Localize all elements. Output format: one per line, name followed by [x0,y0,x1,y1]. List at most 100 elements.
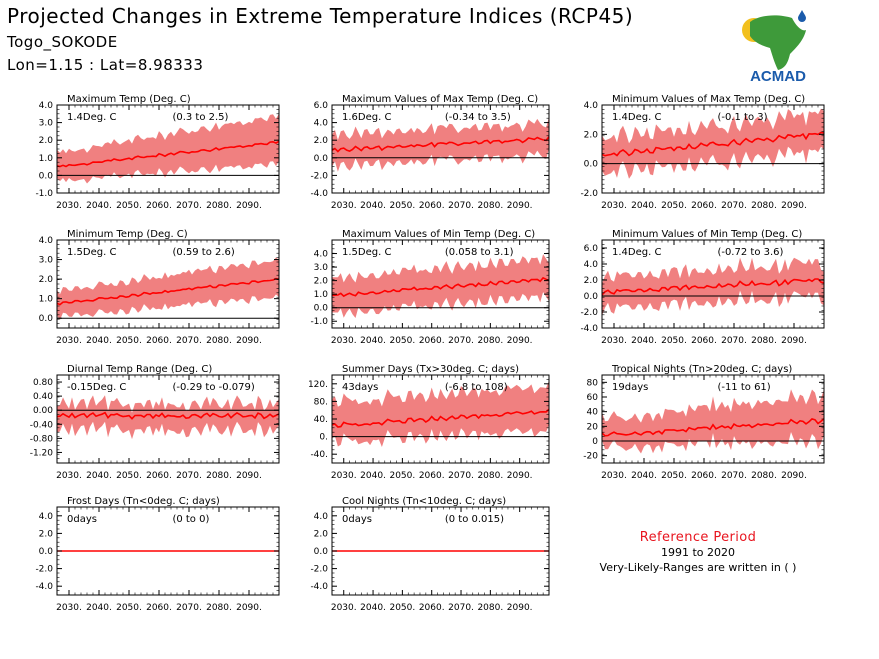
y-tick-label: 0.0 [584,292,599,302]
x-tick-label: 2090. [507,201,533,211]
likely-range-band [602,108,824,179]
y-tick-label: 60 [587,393,599,403]
y-tick-label: 2.0 [39,136,54,146]
panel-title: Maximum Temp (Deg. C) [67,94,191,105]
x-tick-label: 2090. [781,471,807,481]
chart-panel-11: -4.0 -2.0 0.0 2.0 4.0 2030. 2040. 2050. 2060. 207… [310,496,550,613]
y-tick-label: 120. [308,380,328,390]
mean-change-label: 1.5Deg. C [67,247,116,258]
x-tick-label: 2080. [751,471,777,481]
x-tick-label: 2050. [389,336,415,346]
mean-change-label: 1.5Deg. C [342,247,391,258]
reference-years: 1991 to 2020 [660,546,736,559]
x-tick-label: 2060. [691,336,717,346]
page-title: Projected Changes in Extreme Temperature… [7,4,634,28]
x-tick-label: 2060. [419,603,445,613]
panel-title: Diurnal Temp Range (Deg. C) [67,364,212,375]
range-label: (-0.34 to 3.5) [445,112,511,123]
panel-title: Minimum Values of Max Temp (Deg. C) [612,94,805,105]
y-tick-label: 0.0 [314,154,329,164]
mean-change-label: 0days [342,514,372,525]
range-label: (0 to 0.015) [445,514,504,525]
y-tick-label: 4.0 [39,512,54,522]
y-tick-label: 2.0 [584,130,599,140]
x-tick-label: 2030. [331,603,357,613]
likely-range-band [332,380,549,447]
range-label: (0.3 to 2.5) [172,112,228,123]
y-tick-label: 4.0 [314,119,329,129]
mean-change-label: 43days [342,382,378,393]
chart-panel-7: -1.20 -0.80 -0.40 0.00 0.40 0.80 2030. 2040. 205… [30,364,280,481]
range-label: (-6.8 to 108) [445,382,508,393]
y-tick-label: 1.0 [314,290,329,300]
mean-change-label: 19days [612,382,648,393]
x-tick-label: 2070. [176,201,202,211]
x-tick-label: 2080. [477,603,503,613]
x-tick-label: 2090. [507,471,533,481]
y-tick-label: -4.0 [35,582,53,592]
x-tick-label: 2060. [419,336,445,346]
x-tick-label: 2040. [631,471,657,481]
y-tick-label: 2.0 [584,276,599,286]
x-tick-label: 2090. [236,603,262,613]
x-tick-label: 2060. [691,471,717,481]
station-name: Togo_SOKODE [7,33,118,51]
chart-panel-8: -40. 0. 40. 80. 120. 2030. 2040. 2050. 2060. 2070… [308,364,550,481]
x-tick-label: 2080. [206,201,232,211]
y-tick-label: 4.0 [39,101,54,111]
range-label: (0 to 0) [172,514,209,525]
x-tick-label: 2060. [419,471,445,481]
x-tick-label: 2050. [116,201,142,211]
y-tick-label: -1.20 [30,448,54,458]
likely-range-band [332,117,549,172]
logo-africa-icon [750,15,806,71]
likely-range-band [602,389,824,454]
y-tick-label: 2.0 [314,277,329,287]
y-tick-label: 4.0 [584,101,599,111]
panel-title: Maximum Values of Max Temp (Deg. C) [342,94,538,105]
x-tick-label: 2030. [331,336,357,346]
panel-title: Maximum Values of Min Temp (Deg. C) [342,229,535,240]
x-tick-label: 2080. [206,336,232,346]
ensemble-mean-line [56,411,280,420]
y-tick-label: 4.0 [314,250,329,260]
y-tick-label: 0.0 [39,547,54,557]
x-tick-label: 2070. [721,336,747,346]
x-tick-label: 2040. [631,201,657,211]
y-tick-label: -40. [310,450,328,460]
logo-text: ACMAD [750,68,806,84]
y-tick-label: 0.0 [39,314,54,324]
x-tick-label: 2030. [331,471,357,481]
x-tick-label: 2070. [448,201,474,211]
range-label: (-0.1 to 3) [717,112,767,123]
x-tick-label: 2040. [631,336,657,346]
mean-change-label: 1.6Deg. C [342,112,391,123]
station-coords: Lon=1.15 : Lat=8.98333 [7,56,204,74]
likely-range-band [332,254,549,318]
x-tick-label: 2060. [146,336,172,346]
x-tick-label: 2080. [751,336,777,346]
chart-panel-3: -2.0 0.0 2.0 4.0 2030. 2040. 2050. 2060. 2070. 20… [580,94,825,211]
y-tick-label: 3.0 [39,119,54,129]
acmad-logo: ACMAD [742,10,806,84]
range-label: (0.59 to 2.6) [172,247,234,258]
y-tick-label: -4.0 [310,189,328,199]
y-tick-label: 0.0 [314,304,329,314]
chart-panel-10: -4.0 -2.0 0.0 2.0 4.0 2030. 2040. 2050. 2060. 207… [35,496,280,613]
y-tick-label: 0.80 [33,378,53,388]
chart-panel-2: -4.0 -2.0 0.0 2.0 4.0 6.0 2030. 2040. 2050. 2060.… [310,94,550,211]
x-tick-label: 2060. [146,603,172,613]
panel-title: Tropical Nights (Tn>20deg. C; days) [611,364,792,375]
x-tick-label: 2040. [86,603,112,613]
x-tick-label: 2060. [146,201,172,211]
x-tick-label: 2050. [661,471,687,481]
y-tick-label: -1.0 [310,317,328,327]
x-tick-label: 2070. [448,471,474,481]
x-tick-label: 2050. [389,201,415,211]
x-tick-label: 2070. [448,336,474,346]
y-tick-label: -4.0 [580,324,598,334]
x-tick-label: 2040. [360,201,386,211]
x-tick-label: 2080. [477,201,503,211]
x-tick-label: 2030. [601,471,627,481]
